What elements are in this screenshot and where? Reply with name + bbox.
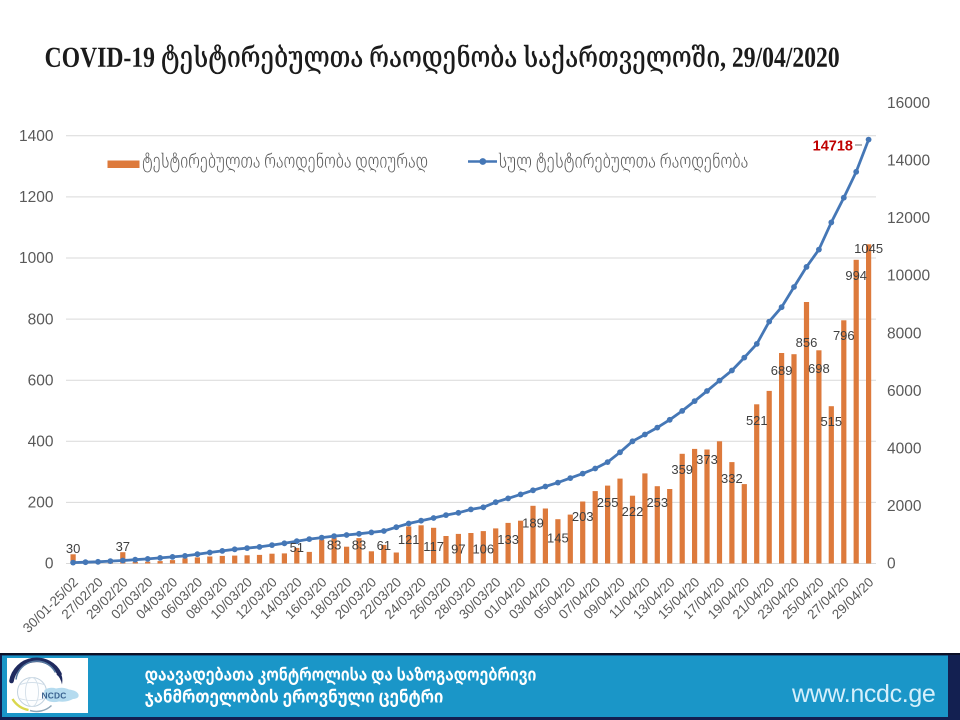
svg-text:515: 515 <box>820 414 842 429</box>
svg-text:83: 83 <box>352 538 366 553</box>
svg-text:14718: 14718 <box>813 138 853 154</box>
svg-text:1000: 1000 <box>19 250 54 267</box>
svg-text:0: 0 <box>45 556 54 573</box>
svg-text:200: 200 <box>28 495 54 512</box>
svg-text:12000: 12000 <box>887 210 930 227</box>
svg-text:332: 332 <box>721 471 743 486</box>
svg-text:689: 689 <box>771 363 793 378</box>
svg-text:222: 222 <box>622 504 644 519</box>
svg-text:121: 121 <box>398 532 420 547</box>
svg-text:2000: 2000 <box>887 498 922 515</box>
svg-text:51: 51 <box>290 540 304 555</box>
svg-text:145: 145 <box>547 531 569 546</box>
svg-text:37: 37 <box>116 539 130 554</box>
svg-text:4000: 4000 <box>887 441 922 458</box>
svg-text:0: 0 <box>887 556 896 573</box>
svg-text:698: 698 <box>808 361 830 376</box>
svg-text:10000: 10000 <box>887 268 930 285</box>
svg-text:189: 189 <box>522 516 544 531</box>
svg-text:133: 133 <box>497 532 519 547</box>
svg-text:800: 800 <box>28 311 54 328</box>
svg-text:255: 255 <box>597 495 619 510</box>
svg-text:14000: 14000 <box>887 153 930 170</box>
svg-text:856: 856 <box>796 335 818 350</box>
svg-text:106: 106 <box>472 542 494 557</box>
svg-text:600: 600 <box>28 372 54 389</box>
svg-text:83: 83 <box>327 538 341 553</box>
svg-text:796: 796 <box>833 328 855 343</box>
svg-text:30: 30 <box>66 541 80 556</box>
svg-text:6000: 6000 <box>887 383 922 400</box>
svg-text:203: 203 <box>572 509 594 524</box>
svg-text:521: 521 <box>746 413 768 428</box>
svg-text:373: 373 <box>696 452 718 467</box>
svg-text:61: 61 <box>377 538 391 553</box>
svg-text:97: 97 <box>451 542 465 557</box>
svg-text:www.ncdc.ge: www.ncdc.ge <box>791 680 935 708</box>
svg-text:994: 994 <box>845 268 867 283</box>
svg-text:1045: 1045 <box>854 241 883 256</box>
svg-text:1200: 1200 <box>19 189 54 206</box>
svg-text:117: 117 <box>423 539 444 554</box>
svg-text:8000: 8000 <box>887 325 922 342</box>
svg-text:1400: 1400 <box>19 128 54 145</box>
svg-text:253: 253 <box>646 495 668 510</box>
svg-text:359: 359 <box>671 462 693 477</box>
svg-text:400: 400 <box>28 434 54 451</box>
svg-text:16000: 16000 <box>887 95 930 112</box>
svg-text:NCDC: NCDC <box>42 690 67 700</box>
